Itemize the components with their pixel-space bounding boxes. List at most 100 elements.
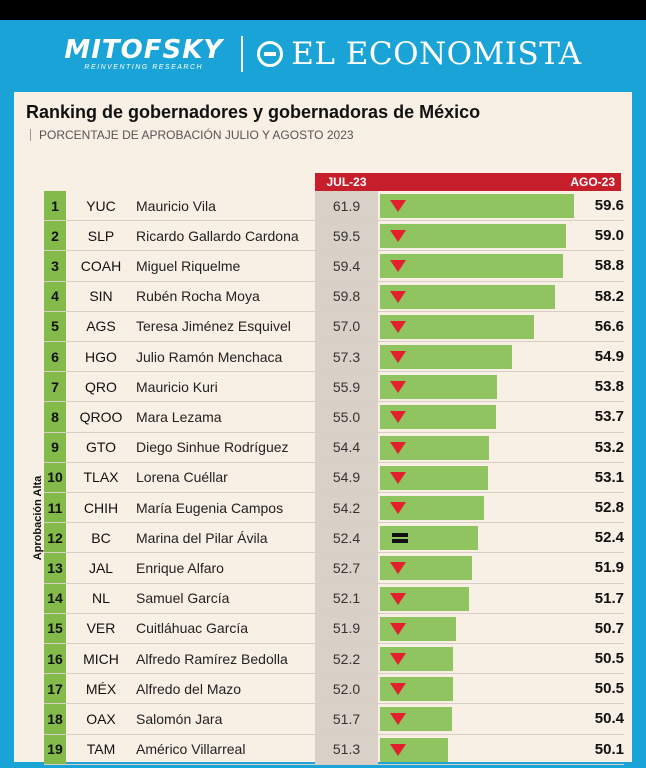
chart-title: Ranking de gobernadores y gobernadoras d… [26,102,481,122]
el-economista-logo: EL ECONOMISTA [257,36,581,72]
ago-value: 53.1 [594,468,624,486]
ago-value: 58.8 [594,257,624,275]
ago-value: 58.2 [594,287,624,305]
rank-number: 2 [51,227,59,244]
governor-name: Alfredo Ramírez Bedolla [136,650,288,667]
jul-value: 51.9 [332,620,361,637]
ago-value: 51.9 [594,559,624,577]
ago-value: 52.4 [594,529,624,547]
jul-value: 59.8 [332,288,361,305]
table-row: 19 TAM Américo Villarreal 51.3 50.1 [44,735,624,765]
ago-value: 50.5 [594,650,624,668]
rank-number: 4 [51,288,59,305]
state-abbr: TAM [86,741,116,758]
rank-number: 8 [51,408,59,425]
table-row: 13 JAL Enrique Alfaro 52.7 51.9 [44,553,624,584]
mitofsky-tagline: REINVENTING RESEARCH [84,64,204,71]
chart-panel: Ranking de gobernadores y gobernadoras d… [14,92,632,765]
state-abbr: GTO [85,439,117,456]
down-arrow-icon [390,290,406,303]
table-row: 14 NL Samuel García 52.1 51.7 [44,584,624,614]
table-row: 18 OAX Salomón Jara 51.7 50.4 [44,704,624,735]
ago-value: 53.8 [594,378,624,396]
table-row: 7 QRO Mauricio Kuri 55.9 53.8 [44,372,624,403]
governor-name: Salomón Jara [136,710,223,727]
governor-name: Diego Sinhue Rodríguez [136,439,289,456]
column-header-jul: JUL-23 [315,173,378,191]
governor-name: Julio Ramón Menchaca [136,348,283,365]
rank-number: 19 [47,741,63,758]
governor-name: Mauricio Vila [136,197,216,214]
rank-column-background [44,191,66,764]
governor-name: Samuel García [136,590,230,607]
jul-value: 52.1 [332,590,361,607]
state-abbr: QRO [85,378,117,395]
ago-value: 50.4 [594,710,624,728]
table-row: 4 SIN Rubén Rocha Moya 59.8 58.2 [44,282,624,312]
governor-name: María Eugenia Campos [136,499,284,516]
state-abbr: COAH [80,257,122,274]
down-arrow-icon [390,441,406,454]
state-abbr: HGO [85,348,117,365]
jul-value: 52.7 [332,559,361,576]
governor-name: Teresa Jiménez Esquivel [136,318,291,335]
rank-number: 14 [47,590,63,607]
el-economista-wordmark: EL ECONOMISTA [291,36,582,72]
jul-value: 51.3 [332,741,361,758]
table-row: 5 AGS Teresa Jiménez Esquivel 57.0 56.6 [44,312,624,342]
state-abbr: SLP [87,227,115,244]
down-arrow-icon [390,502,406,514]
governor-name: Enrique Alfaro [136,559,224,576]
down-arrow-icon [390,562,406,575]
state-abbr: MÉX [85,680,117,697]
state-abbr: CHIH [83,499,119,516]
table-row: 12 BC Marina del Pilar Ávila 52.4 52.4 [44,523,624,554]
ago-value: 51.7 [594,589,624,607]
governor-name: Lorena Cuéllar [136,469,228,486]
ago-value: 50.5 [594,680,624,698]
governor-name: Marina del Pilar Ávila [136,529,268,546]
jul-value: 59.4 [332,257,361,274]
header: MITOFSKY REINVENTING RESEARCH EL ECONOMI… [0,20,646,88]
table-row: 6 HGO Julio Ramón Menchaca 57.3 54.9 [44,342,624,373]
table-row: 17 MÉX Alfredo del Mazo 52.0 50.5 [44,674,624,705]
rank-number: 6 [51,348,59,365]
down-arrow-icon [390,411,406,424]
rank-number: 3 [51,257,59,274]
jul-value: 52.4 [332,529,361,546]
state-abbr: OAX [86,710,116,727]
jul-value: 54.2 [332,499,361,516]
header-divider [241,36,244,72]
ago-value: 54.9 [594,348,624,366]
governor-name: Cuitláhuac García [136,620,249,637]
ago-value: 59.6 [594,197,624,215]
rank-number: 7 [51,378,59,395]
table-row: 8 QROO Mara Lezama 55.0 53.7 [44,402,624,433]
column-header-ago: AGO-23 [378,173,621,191]
ago-value: 53.7 [594,408,624,426]
governor-name: Ricardo Gallardo Cardona [136,227,299,244]
rank-number: 10 [47,469,63,486]
state-abbr: SIN [89,288,113,305]
jul-value: 54.4 [332,439,361,456]
table-row: 15 VER Cuitláhuac García 51.9 50.7 [44,614,624,644]
ago-value: 50.7 [594,619,624,637]
table-row: 1 YUC Mauricio Vila 61.9 59.6 [44,191,624,222]
rank-number: 17 [47,680,63,697]
jul-value: 55.0 [332,408,361,425]
rank-number: 13 [47,559,63,576]
table-row: 16 MICH Alfredo Ramírez Bedolla 52.2 50.5 [44,644,624,675]
table-row: 11 CHIH María Eugenia Campos 54.2 52.8 [44,493,624,524]
ago-value: 53.2 [594,438,624,456]
ago-bar [380,284,556,309]
rank-number: 1 [51,197,59,214]
rank-number: 12 [47,529,63,546]
jul-value: 55.9 [332,378,361,395]
down-arrow-icon [390,592,406,605]
governor-name: Mauricio Kuri [136,378,218,395]
ago-bar [380,194,574,218]
governor-name: Américo Villarreal [136,741,246,758]
jul-value: 54.9 [332,469,361,486]
state-abbr: AGS [86,318,116,335]
down-arrow-icon [390,381,406,394]
